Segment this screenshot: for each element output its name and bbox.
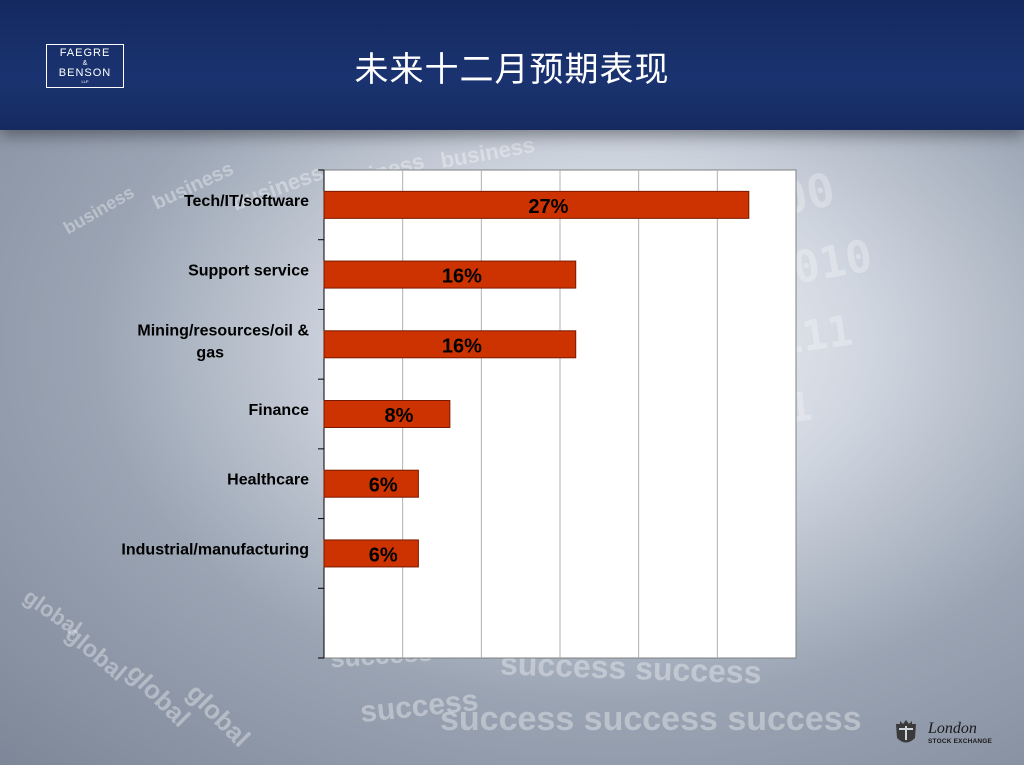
data-label: 6% bbox=[369, 544, 398, 566]
data-label: 27% bbox=[528, 196, 568, 218]
bar bbox=[323, 400, 451, 428]
bar bbox=[323, 539, 419, 568]
category-label: Industrial/manufacturing bbox=[121, 541, 309, 558]
logo-ampersand: & bbox=[82, 60, 88, 67]
slide-title: 未来十二月预期表现 bbox=[354, 50, 670, 90]
london-stock-exchange-logo: London STOCK EXCHANGE bbox=[893, 718, 1008, 750]
lse-subtitle: STOCK EXCHANGE bbox=[928, 738, 993, 745]
category-label: Mining/resources/oil & gas bbox=[137, 322, 309, 361]
data-label: 6% bbox=[369, 475, 398, 497]
data-label: 8% bbox=[384, 405, 413, 427]
logo-line1: FAEGRE bbox=[59, 47, 111, 59]
bar bbox=[323, 469, 419, 498]
lse-name: London bbox=[928, 720, 977, 737]
bar bbox=[323, 260, 577, 289]
category-label: Tech/IT/software bbox=[184, 193, 309, 210]
category-label: Finance bbox=[249, 402, 310, 419]
category-label: Support service bbox=[188, 263, 309, 280]
data-label: 16% bbox=[442, 266, 482, 288]
logo-line2: BENSON bbox=[58, 67, 112, 79]
data-label: 16% bbox=[442, 335, 482, 357]
category-label: Healthcare bbox=[227, 472, 309, 489]
bar bbox=[323, 330, 577, 359]
lse-crest-icon bbox=[896, 720, 916, 743]
bar bbox=[323, 190, 750, 219]
faegre-benson-logo: FAEGRE & BENSON LLP bbox=[46, 44, 124, 88]
header-bar: FAEGRE & BENSON LLP 未来十二月预期表现 bbox=[0, 0, 1024, 130]
logo-suffix: LLP bbox=[81, 79, 89, 84]
